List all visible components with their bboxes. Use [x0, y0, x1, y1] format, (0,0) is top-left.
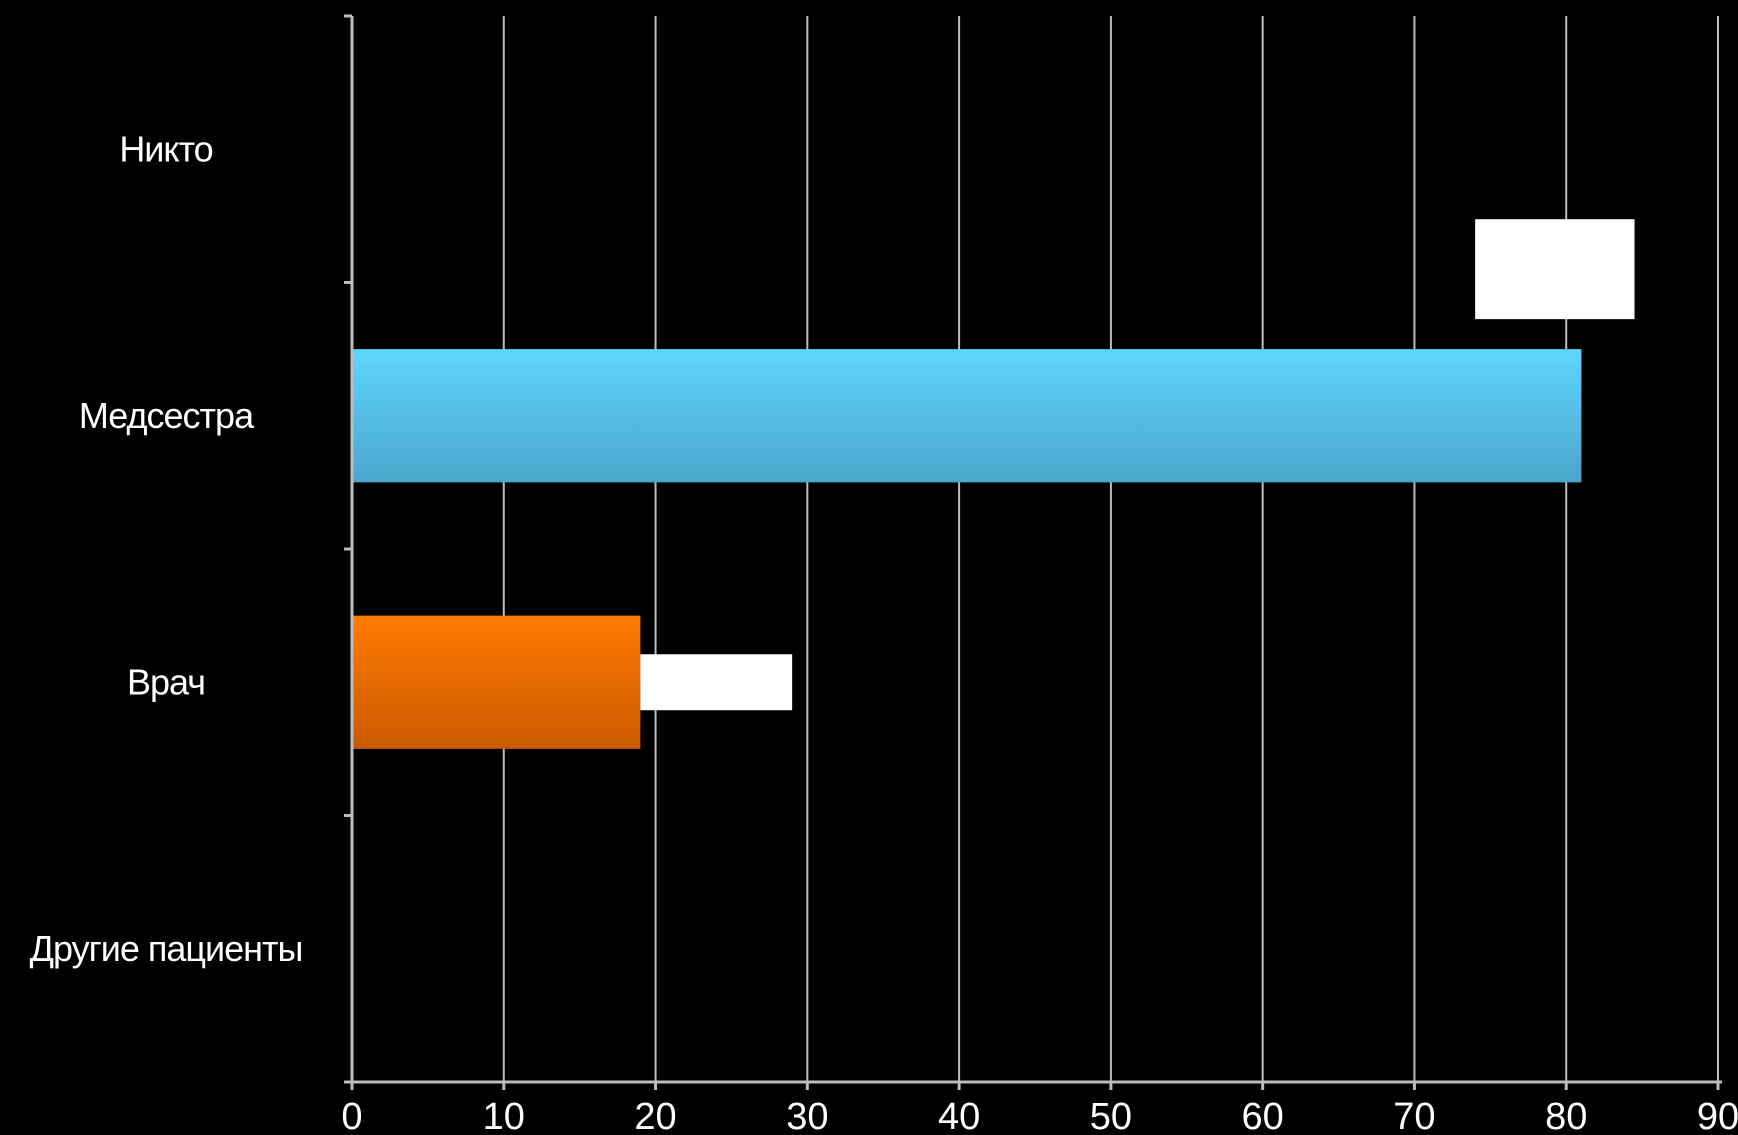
x-tick-label: 60 [1242, 1096, 1284, 1135]
bar-2 [352, 615, 641, 749]
x-tick-label: 90 [1697, 1096, 1738, 1135]
x-tick-label: 70 [1393, 1096, 1435, 1135]
x-tick-label: 80 [1545, 1096, 1587, 1135]
blank-boxes [640, 219, 1635, 711]
bars [352, 349, 1582, 749]
category-label: Врач [127, 661, 205, 702]
x-tick-label: 40 [938, 1096, 980, 1135]
bar-1 [352, 349, 1582, 483]
labels: Никто Медсестра Врач Другие пациенты 0 10 20 30… [30, 128, 1738, 1135]
x-tick-label: 50 [1090, 1096, 1132, 1135]
x-tick-label: 30 [786, 1096, 828, 1135]
blank-box-1 [640, 654, 793, 711]
category-label: Другие пациенты [30, 928, 303, 969]
x-tick-label: 20 [634, 1096, 676, 1135]
axes [344, 14, 1722, 1090]
grid-lines [502, 16, 1719, 1082]
category-label: Медсестра [79, 395, 255, 436]
blank-box-0 [1475, 219, 1635, 320]
x-tick-label: 0 [341, 1096, 362, 1135]
x-tick-label: 10 [483, 1096, 525, 1135]
category-label: Никто [119, 128, 212, 169]
